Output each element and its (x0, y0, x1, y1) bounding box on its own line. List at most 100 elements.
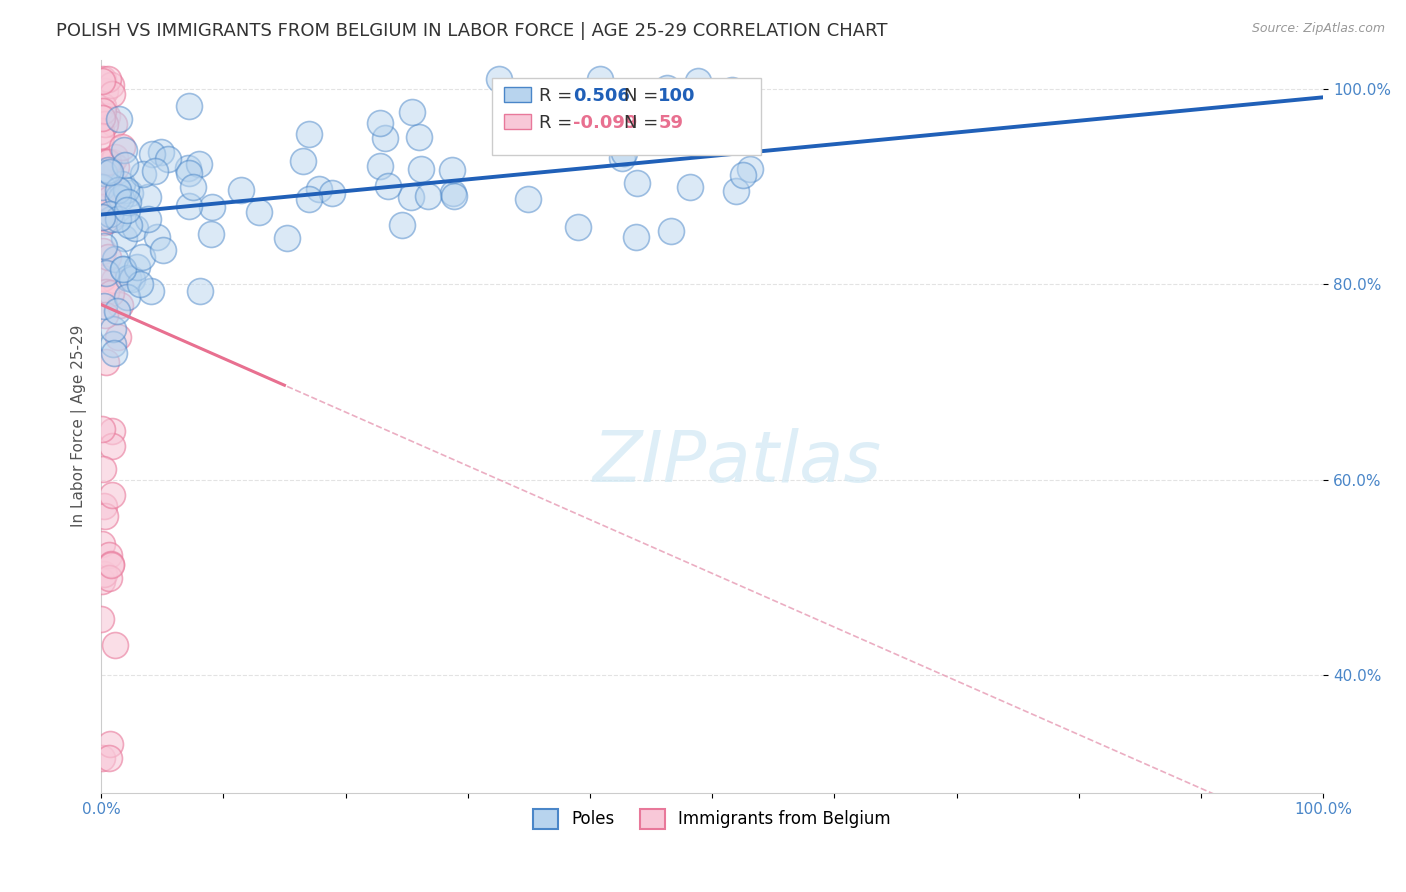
Point (120, 186, 142, 200)
FancyBboxPatch shape (492, 78, 761, 155)
Point (98, 572, 121, 586)
Point (408, 130, 430, 145)
Point (98, 207, 121, 221)
Point (93, 99, 115, 113)
Text: R =: R = (538, 114, 572, 132)
Point (101, 488, 124, 502)
Point (100, 194, 122, 208)
Text: 100: 100 (658, 87, 696, 105)
Point (628, 94, 651, 108)
Point (100, 286, 122, 301)
Point (179, 166, 201, 180)
Point (610, 151, 633, 165)
Point (94, 285, 117, 300)
Point (100, 211, 122, 226)
Point (98, 165, 121, 179)
Point (441, 186, 464, 200)
Point (572, 111, 595, 125)
Point (298, 192, 321, 206)
Point (409, 161, 432, 176)
Point (181, 180, 204, 194)
Point (90, 611, 112, 625)
Point (686, 74, 709, 88)
Point (544, 131, 567, 145)
Point (107, 190, 129, 204)
Point (136, 190, 159, 204)
Point (91, 72, 114, 87)
Point (308, 181, 330, 195)
Point (91, 537, 114, 551)
Point (97, 213, 120, 227)
Point (94, 84, 117, 98)
Point (90, 210, 112, 224)
Point (443, 189, 465, 203)
Point (101, 337, 124, 351)
Point (679, 179, 702, 194)
Point (558, 119, 581, 133)
Point (110, 191, 132, 205)
Point (100, 558, 122, 573)
Point (368, 159, 391, 173)
Point (179, 199, 201, 213)
Point (298, 127, 321, 141)
Point (107, 212, 129, 227)
Point (626, 229, 648, 244)
Point (589, 72, 612, 87)
Point (141, 146, 163, 161)
Point (139, 285, 162, 299)
Point (733, 169, 755, 183)
Point (94, 155, 117, 169)
Point (90, 751, 112, 765)
Point (104, 638, 127, 652)
Point (401, 105, 423, 120)
Point (152, 243, 174, 257)
Text: N =: N = (624, 87, 658, 105)
Point (94, 355, 117, 369)
Point (98, 548, 121, 562)
Point (93, 567, 115, 582)
Point (101, 155, 124, 169)
Point (94, 177, 117, 191)
Point (132, 167, 155, 181)
Point (115, 183, 138, 197)
Point (661, 224, 683, 238)
Text: 0.506: 0.506 (572, 87, 630, 105)
Point (90, 129, 112, 144)
Point (276, 231, 298, 245)
Point (107, 330, 129, 344)
Point (90, 123, 112, 137)
Point (93, 238, 115, 252)
Point (104, 252, 127, 266)
Point (399, 190, 422, 204)
Point (94, 153, 117, 168)
Text: -0.099: -0.099 (572, 114, 637, 132)
Text: 59: 59 (658, 114, 683, 132)
Point (93, 166, 115, 180)
Point (391, 219, 413, 233)
Point (516, 193, 538, 207)
Text: POLISH VS IMMIGRANTS FROM BELGIUM IN LABOR FORCE | AGE 25-29 CORRELATION CHART: POLISH VS IMMIGRANTS FROM BELGIUM IN LAB… (56, 22, 887, 40)
Point (188, 284, 211, 298)
Point (94, 117, 117, 131)
Point (103, 117, 125, 131)
Point (90, 574, 112, 588)
Point (124, 221, 146, 235)
Point (115, 290, 138, 304)
Point (156, 153, 179, 167)
Point (91, 244, 114, 258)
Point (97, 251, 120, 265)
Point (567, 219, 589, 234)
Point (101, 87, 124, 101)
Point (177, 161, 200, 175)
Point (96, 266, 118, 280)
Point (725, 184, 748, 198)
Point (101, 439, 124, 453)
Point (533, 95, 555, 110)
Point (90, 111, 112, 125)
Point (98, 192, 121, 206)
Point (292, 153, 315, 168)
Point (93, 214, 115, 228)
Point (94, 508, 117, 523)
Point (145, 229, 167, 244)
Point (114, 158, 136, 172)
